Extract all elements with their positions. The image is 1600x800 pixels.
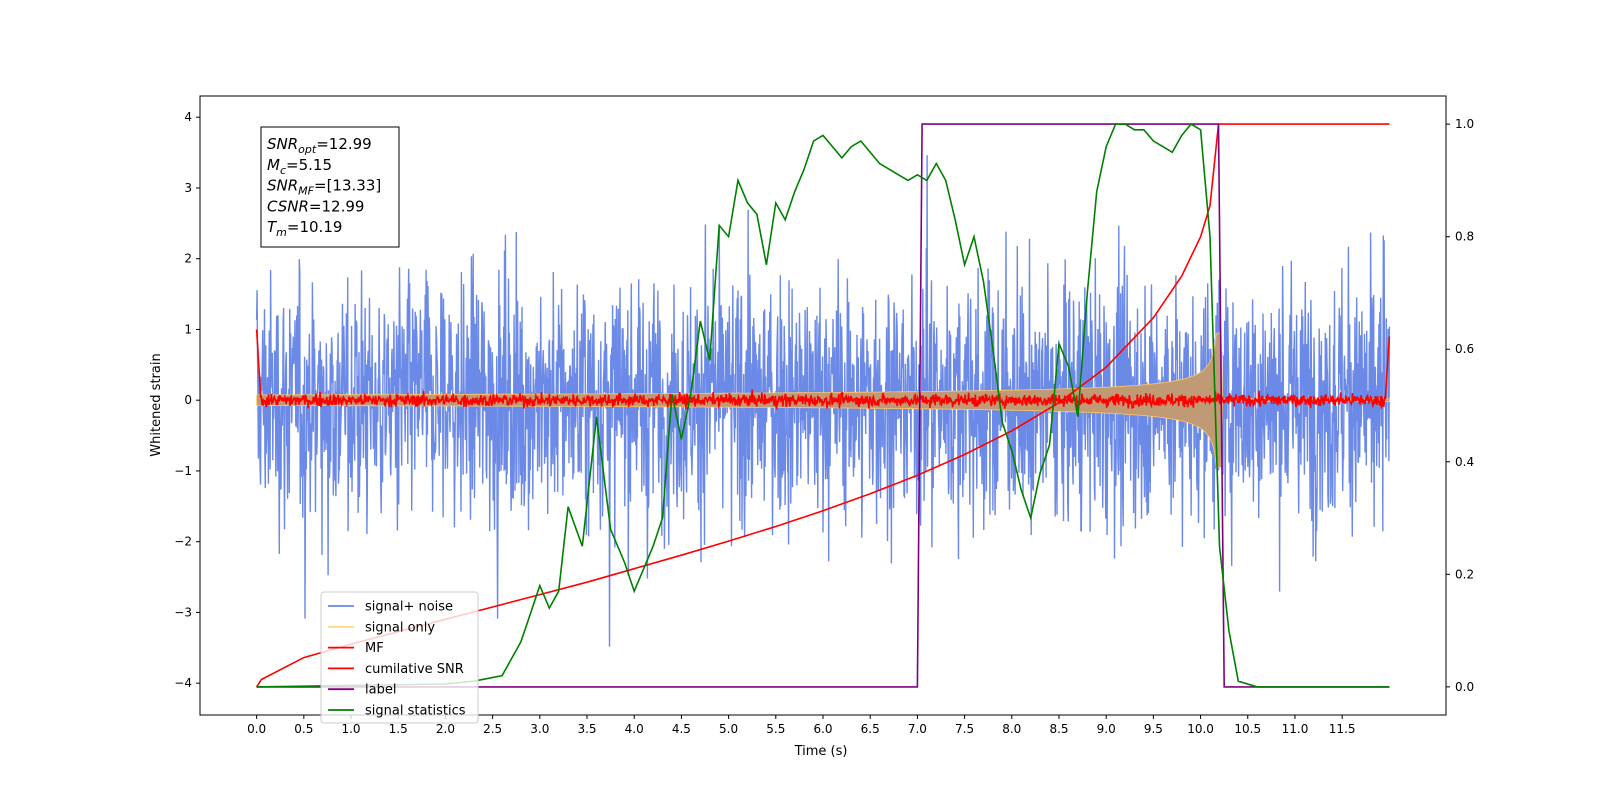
y-tick-label: −1 [174,464,192,478]
x-tick-label: 1.0 [341,722,360,736]
legend: signal+ noise signal only MF cumilative SNR… [320,591,479,724]
legend-label: signal statistics [365,704,466,719]
y-axis-left: −4 −3 −2 −1 0 1 2 3 4 [174,110,200,690]
y-tick-label: 4 [184,110,192,124]
x-tick-label: 11.5 [1329,722,1356,736]
legend-label: MF [365,641,384,656]
legend-label: signal only [365,620,435,635]
annotation-line: Tm=10.19 [267,218,342,239]
x-tick-label: 9.5 [1144,722,1163,736]
y2-tick-label: 0.8 [1455,230,1474,244]
annotation-line: SNRopt=12.99 [267,135,372,156]
annotation-line: Mc=5.15 [267,156,332,177]
y-tick-label: 1 [184,322,192,336]
x-tick-label: 4.0 [625,722,644,736]
series-signal-statistics [256,123,1390,688]
x-axis-label: Time (s) [794,744,848,759]
y2-tick-label: 1.0 [1455,117,1474,131]
y-tick-label: 2 [184,252,192,266]
legend-label: signal+ noise [365,600,453,615]
x-tick-label: 8.0 [1002,722,1021,736]
annotation-box: SNRopt=12.99Mc=5.15SNRMF=[13.33]CSNR=12.… [260,126,400,248]
x-tick-label: 9.0 [1097,722,1116,736]
y2-tick-label: 0.6 [1455,342,1474,356]
x-tick-label: 7.0 [908,722,927,736]
legend-frame [320,591,479,724]
x-tick-label: 7.5 [955,722,974,736]
x-axis: 0.0 0.5 1.0 1.5 2.0 2.5 3.0 3.5 4.0 4.5 5.0 5.5 6.0 6… [247,715,1356,736]
y2-tick-label: 0.2 [1455,567,1474,581]
annotation-line: SNRMF=[13.33] [267,177,381,198]
annotation-line: CSNR=12.99 [267,197,364,215]
y-tick-label: −2 [174,535,192,549]
x-tick-label: 10.0 [1187,722,1214,736]
y-tick-label: −3 [174,605,192,619]
x-tick-label: 0.5 [294,722,313,736]
y-tick-label: 3 [184,181,192,195]
x-tick-label: 8.5 [1049,722,1068,736]
x-tick-label: 1.5 [389,722,408,736]
x-tick-label: 6.5 [861,722,880,736]
x-tick-label: 11.0 [1282,722,1309,736]
x-tick-label: 5.0 [719,722,738,736]
x-tick-label: 3.0 [530,722,549,736]
legend-label: cumilative SNR [365,662,464,677]
y-axis-right: 0.0 0.2 0.4 0.6 0.8 1.0 [1446,117,1474,694]
x-tick-label: 3.5 [577,722,596,736]
x-tick-label: 4.5 [672,722,691,736]
x-tick-label: 0.0 [247,722,266,736]
x-tick-label: 6.0 [813,722,832,736]
x-tick-label: 2.5 [483,722,502,736]
x-tick-label: 2.0 [436,722,455,736]
series-label [256,123,1390,688]
y-tick-label: −4 [174,676,192,690]
legend-label: label [365,683,396,698]
y-tick-label: 0 [184,393,192,407]
annotation-frame [260,126,400,248]
y-axis-label: Whitened strain [149,353,164,456]
x-tick-label: 5.5 [766,722,785,736]
y2-tick-label: 0.0 [1455,680,1474,694]
y2-tick-label: 0.4 [1455,455,1474,469]
series-mf [255,329,1391,411]
x-tick-label: 10.5 [1234,722,1261,736]
